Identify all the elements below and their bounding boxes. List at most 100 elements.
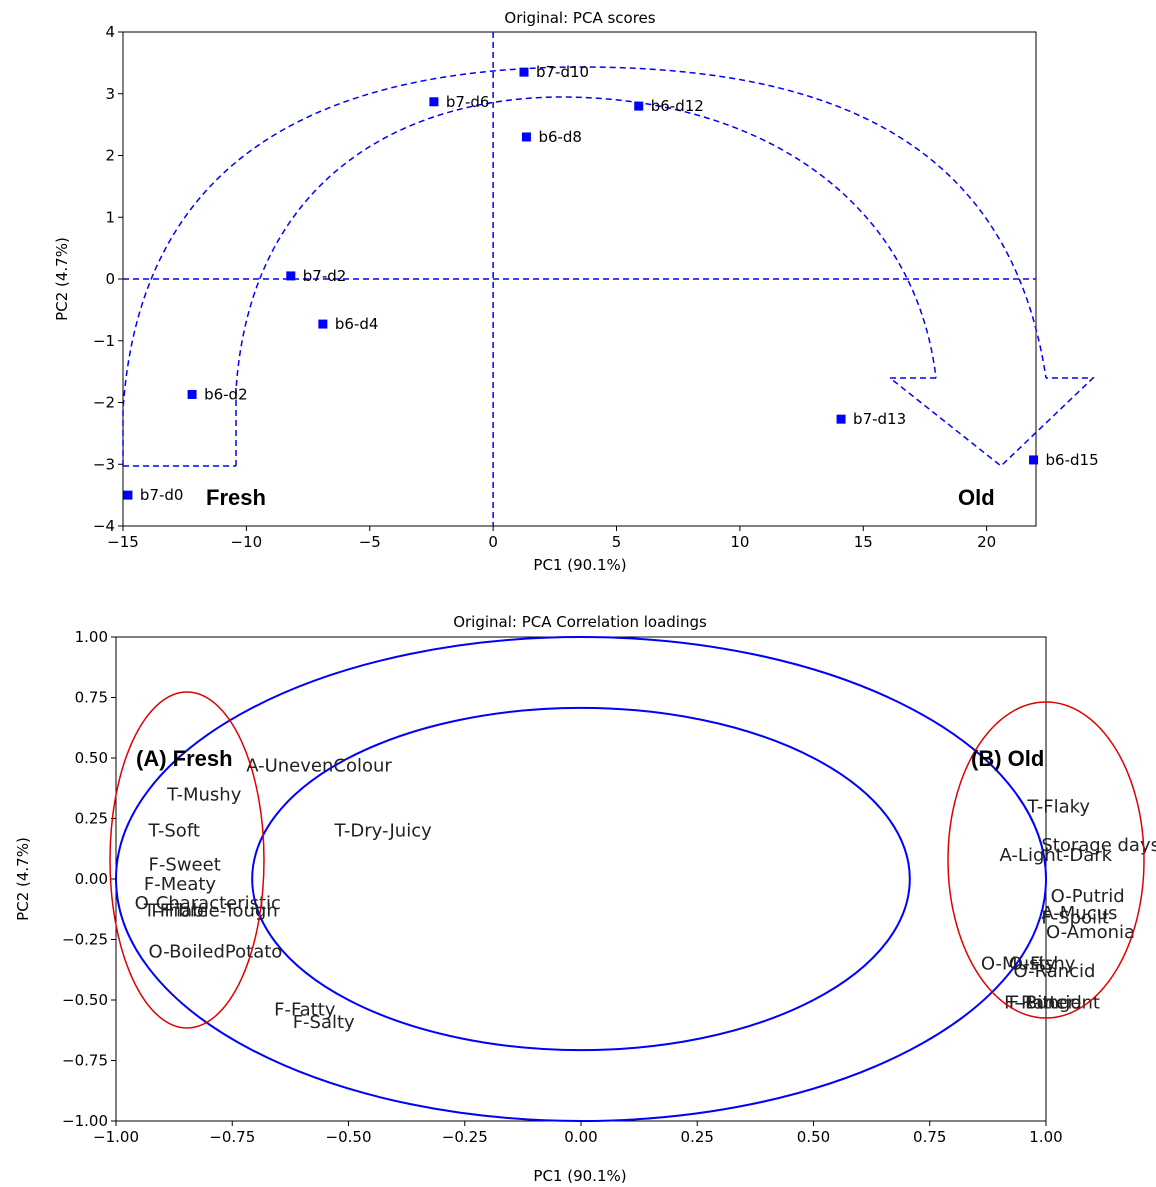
- scores-point: [634, 101, 644, 111]
- loading-label: O-Characteristic: [135, 893, 281, 914]
- scores-y-tick-label: −2: [93, 394, 115, 412]
- scores-point-label: b7-d2: [303, 267, 347, 285]
- loadings-x-tick-label: 0.25: [681, 1128, 714, 1146]
- scores-y-tick-label: −4: [93, 517, 115, 535]
- loading-label: F-Fatty: [274, 1000, 336, 1021]
- scores-point-label: b7-d6: [446, 93, 490, 111]
- scores-point: [318, 319, 328, 329]
- loadings-y-tick-label: 0.50: [75, 749, 108, 767]
- loading-label: F-Bitter: [1009, 992, 1076, 1013]
- scores-y-tick-label: −1: [93, 332, 115, 350]
- loading-label: O-Amonia: [1046, 922, 1135, 943]
- scores-point-label: b7-d0: [140, 486, 184, 504]
- scores-chart: Original: PCA scores −15 −10 −5 0 5 10 15 20 −4…: [53, 9, 1099, 574]
- scores-x-tick-label: 20: [977, 533, 996, 551]
- loading-label: O-Fishy: [1009, 954, 1076, 975]
- fresh-group-ellipse: [109, 691, 265, 1029]
- scores-annotation-old: Old: [958, 485, 995, 510]
- scores-point: [429, 97, 439, 107]
- old-group-ellipse: [947, 701, 1145, 1019]
- scores-point: [286, 271, 296, 281]
- scores-x-ticks: −15 −10 −5 0 5 10 15 20: [107, 526, 996, 551]
- scores-y-tick-label: 3: [105, 85, 115, 103]
- loadings-y-tick-label: 1.00: [75, 628, 108, 646]
- loadings-x-tick-label: −0.50: [326, 1128, 372, 1146]
- loadings-circle: [115, 636, 1047, 1122]
- loading-label: T-Mushy: [166, 784, 242, 805]
- loading-label: O-Rancid: [1013, 961, 1095, 982]
- loading-label: O-Putrid: [1051, 886, 1125, 907]
- loadings-y-tick-label: −1.00: [62, 1112, 108, 1130]
- scores-y-tick-label: 4: [105, 23, 115, 41]
- loading-label: O-Musty: [981, 954, 1057, 975]
- loadings-x-tick-label: −0.75: [209, 1128, 255, 1146]
- scores-x-tick-label: −10: [231, 533, 263, 551]
- loading-label: T-Dry-Juicy: [334, 821, 433, 842]
- loadings-circle: [251, 706, 911, 1052]
- loadings-y-ticks: −1.00 −0.75 −0.50 −0.25 0.00 0.25 0.50 0.75 1.00: [62, 628, 116, 1130]
- scores-title: Original: PCA scores: [504, 9, 655, 27]
- scores-point-label: b6-d2: [204, 385, 248, 403]
- loadings-x-label: PC1 (90.1%): [533, 1167, 626, 1185]
- scores-x-tick-label: −15: [107, 533, 139, 551]
- loadings-x-tick-label: 1.00: [1029, 1128, 1062, 1146]
- scores-point: [187, 389, 197, 399]
- loading-label: Storage days: [1041, 835, 1156, 856]
- loading-label: F-Sweet: [149, 854, 221, 875]
- scores-point: [521, 132, 531, 142]
- scores-point-label: b6-d12: [651, 97, 704, 115]
- loadings-annotation-old: (B) Old: [971, 746, 1044, 771]
- scores-trend-arrow: [122, 66, 1095, 467]
- loading-label: T-Soft: [148, 821, 200, 842]
- loadings-title: Original: PCA Correlation loadings: [453, 613, 707, 631]
- loadings-plot-frame: [115, 636, 1047, 1122]
- scores-y-tick-label: 2: [105, 147, 115, 165]
- scores-x-tick-label: 15: [854, 533, 873, 551]
- loadings-x-tick-label: 0.50: [797, 1128, 830, 1146]
- loadings-chart: Original: PCA Correlation loadings −1.00…: [14, 613, 1156, 1185]
- loading-label: F-Rancid: [1004, 992, 1082, 1013]
- scores-point-label: b7-d13: [853, 410, 906, 428]
- loading-label: A-Light-Dark: [1000, 845, 1113, 866]
- scores-x-tick-label: −5: [359, 533, 381, 551]
- loadings-x-tick-label: −1.00: [93, 1128, 139, 1146]
- loadings-y-tick-label: −0.75: [62, 1052, 108, 1070]
- loading-label: T-Friable-Tough: [143, 900, 278, 921]
- scores-zero-lines: [123, 32, 1036, 526]
- loading-label: T-Flaky: [1026, 796, 1090, 817]
- loading-label: F-Spoilt: [1041, 908, 1109, 929]
- scores-x-tick-label: 0: [488, 533, 498, 551]
- scores-point-label: b6-d15: [1046, 451, 1099, 469]
- loading-label: A-UnevenColour: [246, 755, 392, 776]
- scores-x-tick-label: 5: [612, 533, 622, 551]
- arrow-head: [887, 377, 1095, 467]
- loading-label: O-BoiledPotato: [149, 942, 283, 963]
- scores-points: b7-d0 b6-d2 b7-d2 b6-d4 b7-d6 b7-d10 b6-d8 b6-d…: [123, 63, 1099, 504]
- loadings-x-tick-label: 0.00: [564, 1128, 597, 1146]
- loadings-x-tick-label: −0.25: [442, 1128, 488, 1146]
- scores-annotation-fresh: Fresh: [206, 485, 266, 510]
- loading-label: F-Meaty: [144, 874, 217, 895]
- scores-point: [123, 490, 133, 500]
- loading-label: A-Mucus: [1041, 903, 1117, 924]
- scores-y-tick-label: −3: [93, 455, 115, 473]
- loadings-x-tick-label: 0.75: [913, 1128, 946, 1146]
- outer-arc: [122, 66, 1047, 466]
- scores-y-tick-label: 0: [105, 270, 115, 288]
- scores-plot-frame: [122, 31, 1037, 527]
- loadings-y-tick-label: 0.75: [75, 689, 108, 707]
- loading-label: T-Fibre: [148, 900, 208, 921]
- scores-y-tick-label: 1: [105, 208, 115, 226]
- loadings-x-ticks: −1.00 −0.75 −0.50 −0.25 0.00 0.25 0.50 0.75 1.00: [93, 1121, 1063, 1146]
- scores-x-tick-label: 10: [730, 533, 749, 551]
- loading-label: F-Pungent: [1009, 992, 1100, 1013]
- loading-label: F-Salty: [293, 1012, 355, 1033]
- scores-y-label: PC2 (4.7%): [53, 237, 71, 321]
- scores-point-label: b6-d4: [335, 315, 379, 333]
- scores-point-label: b6-d8: [538, 128, 582, 146]
- loadings-circles: [115, 636, 1047, 1122]
- scores-point: [1029, 455, 1039, 465]
- loadings-annotation-fresh: (A) Fresh: [136, 746, 233, 771]
